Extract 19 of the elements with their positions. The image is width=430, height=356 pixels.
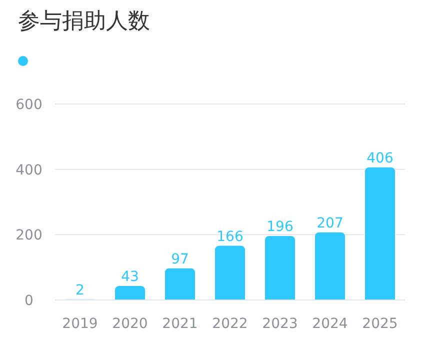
data-label: 43 [121,268,139,285]
data-label: 196 [266,218,294,235]
x-tick-label: 2019 [62,316,98,332]
data-label: 207 [316,215,344,232]
y-tick-label: 0 [24,292,34,309]
y-tick-label: 200 [16,228,42,244]
y-tick-label: 600 [16,96,42,113]
y-tick-label: 400 [16,162,42,178]
x-tick-label: 2025 [362,316,398,332]
chart-title: 参与捐助人数 [18,8,150,36]
x-tick-label: 2022 [212,316,248,332]
x-tick-label: 2021 [162,316,198,332]
data-label: 166 [216,228,244,245]
x-tick-label: 2020 [112,316,148,332]
data-label: 97 [171,251,189,268]
data-label: 406 [366,150,394,166]
x-tick-label: 2024 [312,316,348,332]
data-label: 2 [76,282,84,298]
x-tick-label: 2023 [262,316,298,332]
